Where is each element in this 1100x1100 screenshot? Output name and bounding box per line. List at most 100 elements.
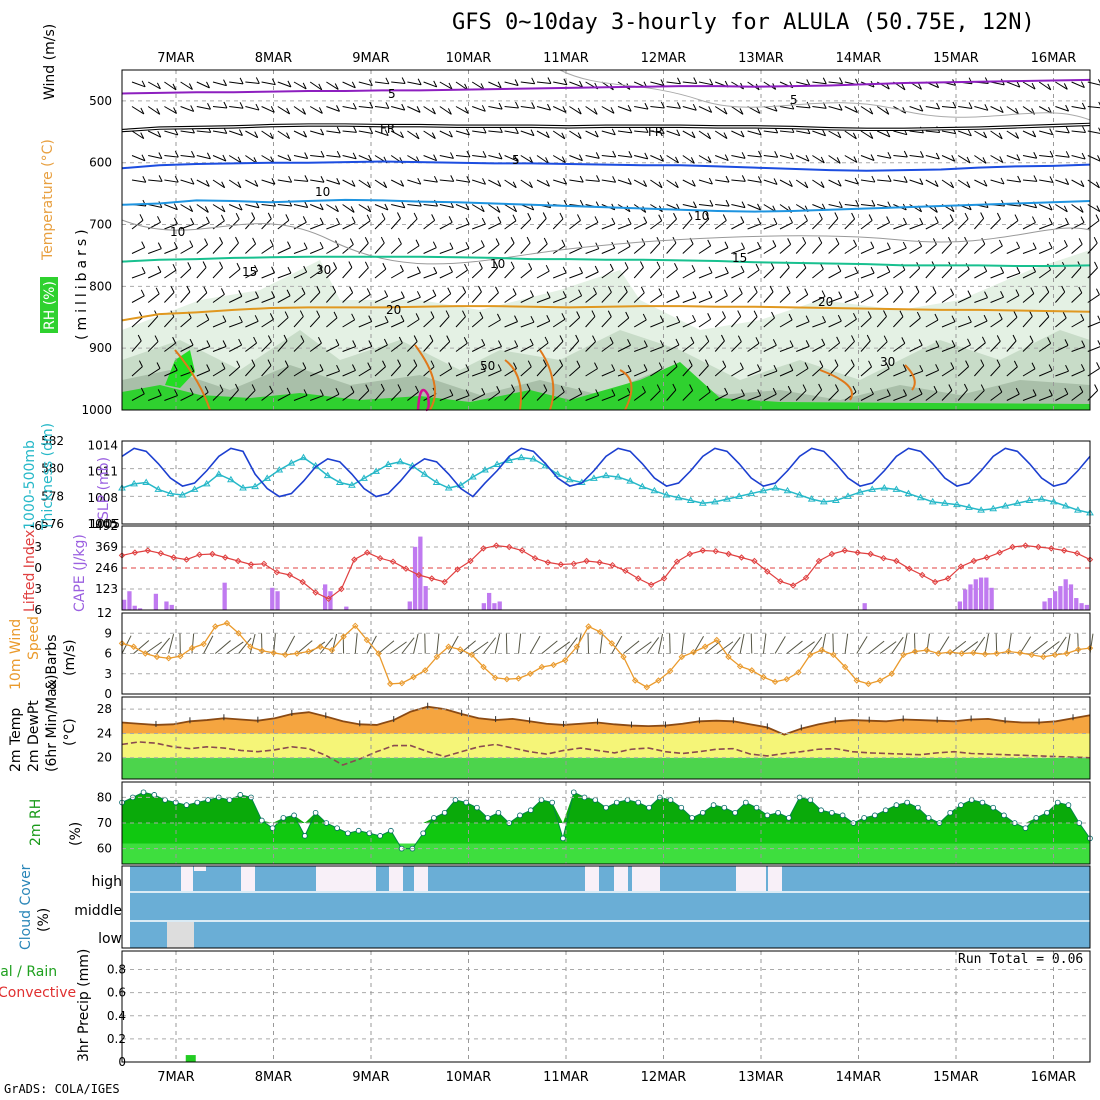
- wind-barb-flag: [773, 364, 778, 372]
- wind-barb-flag: [998, 239, 1003, 247]
- wind-barb-flag: [755, 337, 760, 344]
- wind-barb: [148, 179, 163, 182]
- wind-barb: [293, 293, 306, 303]
- wind-barb-flag: [530, 315, 535, 323]
- wind-speed-marker: [538, 663, 546, 671]
- surface-wind-barb: [599, 633, 603, 654]
- wind-barb-flag: [450, 152, 454, 159]
- wind-barb: [682, 297, 697, 303]
- wind-barb: [293, 204, 308, 208]
- wind-barb: [261, 130, 274, 140]
- thickness-tick-label: 576: [41, 517, 64, 531]
- wind-barb: [471, 204, 485, 213]
- x-date-label-top: 9MAR: [352, 51, 389, 66]
- wind-barb: [374, 268, 387, 279]
- wind-barb-flag: [919, 364, 924, 372]
- wind-barb: [358, 390, 370, 401]
- x-date-label-bottom: 11MAR: [543, 1070, 589, 1085]
- wind-barb: [893, 179, 908, 183]
- wind-barb-flag: [611, 217, 616, 225]
- wind-barb: [763, 223, 778, 230]
- wind-barb-flag: [607, 310, 612, 317]
- wind-barb-flag: [271, 177, 276, 185]
- wind-barb-flag: [950, 362, 955, 369]
- cloud-gap: [736, 866, 766, 891]
- wind-barb: [552, 391, 565, 401]
- wind-barb-flag: [607, 286, 612, 293]
- wind-barb-flag: [270, 156, 275, 163]
- precip-axis-label: 3hr Precip (mm): [76, 949, 92, 1062]
- wind-barb: [148, 248, 162, 254]
- wind-barb: [698, 245, 711, 254]
- wind-barb-flag: [139, 214, 144, 221]
- wind-barb-flag: [658, 362, 663, 369]
- wind-barb-flag: [561, 313, 566, 320]
- wind-barb: [731, 248, 745, 254]
- wind-barb: [1006, 393, 1020, 401]
- wind-barb-flag: [466, 150, 471, 158]
- wind-barb: [180, 268, 192, 279]
- cape-bar: [984, 577, 989, 610]
- wind-barb-flag: [1080, 216, 1085, 223]
- wind-barb: [196, 130, 211, 133]
- wind-barb-flag: [887, 175, 892, 182]
- wind-barb-flag: [302, 82, 307, 90]
- lifted-index-marker: [544, 559, 552, 566]
- wind-barb-flag: [514, 79, 519, 86]
- wind-barb-flag: [254, 131, 259, 138]
- wind-barb-flag: [304, 201, 309, 208]
- surface-wind-barb: [657, 633, 664, 654]
- wind-barb-flag: [738, 287, 743, 294]
- rh-marker: [388, 827, 394, 834]
- surface-wind-barb: [145, 641, 162, 654]
- wind-barb: [309, 369, 324, 377]
- wind-barb-flag: [818, 236, 823, 244]
- x-date-label-bottom: 8MAR: [255, 1070, 292, 1085]
- wind-barb: [763, 179, 778, 185]
- lifted-index-marker: [673, 558, 681, 565]
- wind-barb: [860, 317, 872, 328]
- surface-wind-barb: [913, 633, 916, 654]
- wind-barb: [472, 179, 486, 185]
- wind-speed-marker: [480, 663, 487, 671]
- wind-barb-flag: [706, 385, 711, 393]
- wind-barb: [585, 368, 598, 377]
- wind-barb: [795, 294, 809, 303]
- wind-barb: [423, 317, 435, 328]
- wind-barb: [1038, 316, 1050, 328]
- x-date-label-top: 8MAR: [255, 51, 292, 66]
- wind-barb: [601, 179, 616, 183]
- wind-barb-flag: [448, 130, 453, 138]
- rh-marker: [710, 802, 717, 808]
- lifted-index-marker: [764, 568, 771, 575]
- temp-tick-label: 24: [97, 726, 112, 740]
- wind-barb: [148, 155, 162, 160]
- wind-speed-marker: [1051, 651, 1059, 659]
- wind-speed-marker: [690, 648, 697, 656]
- wind-barb-flag: [967, 290, 972, 297]
- wind-barb: [828, 218, 839, 230]
- wind-barb-flag: [220, 288, 225, 295]
- cape-bar: [486, 592, 492, 610]
- lifted-index-marker: [351, 556, 358, 563]
- wind-barb-flag: [223, 79, 227, 86]
- wind-barb-flag: [431, 214, 436, 221]
- lifted-index-marker: [712, 547, 719, 555]
- thickness-marker: [348, 481, 356, 488]
- wind-speed-marker: [608, 640, 616, 647]
- wind-barb-flag: [866, 334, 871, 342]
- wind-barb: [326, 344, 340, 352]
- wind-barb: [1071, 81, 1085, 89]
- thickness-marker: [614, 472, 622, 480]
- wind-barb: [666, 344, 680, 352]
- wind-barb-flag: [935, 340, 940, 347]
- wind-barb: [844, 130, 857, 140]
- wind-barb: [471, 317, 484, 328]
- rh-marker: [689, 815, 695, 821]
- wind-barb: [795, 155, 810, 162]
- wind-barb: [909, 267, 920, 279]
- wind-barb-flag: [173, 364, 178, 371]
- contour-label: 10: [170, 225, 185, 239]
- wind-barb: [601, 342, 614, 352]
- wind-barb-flag: [174, 150, 179, 158]
